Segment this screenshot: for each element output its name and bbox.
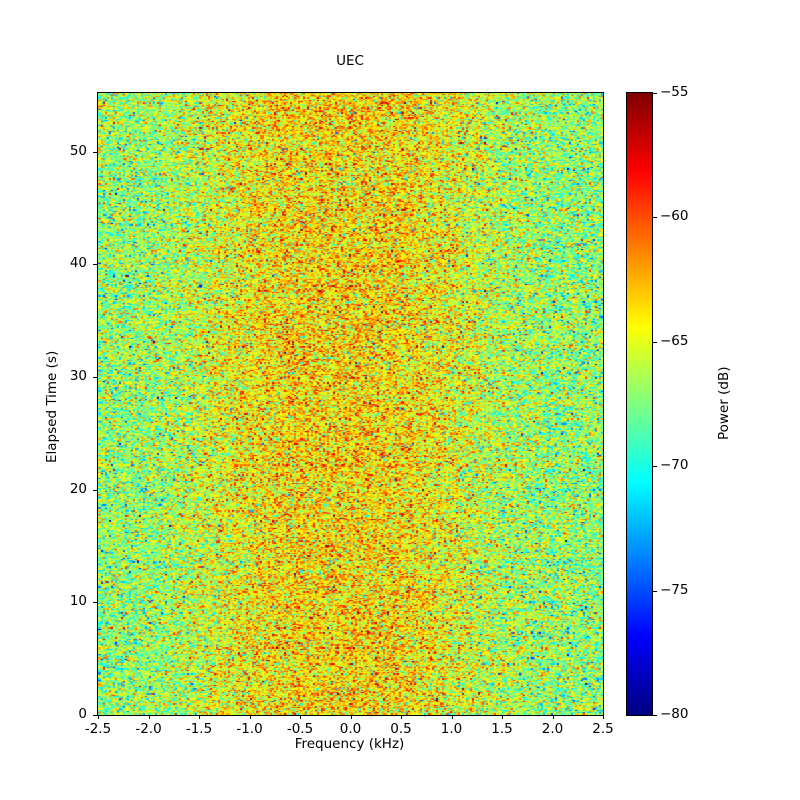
colorbar-tick-label: −70 — [660, 457, 689, 474]
colorbar-tick-mark — [653, 93, 657, 94]
y-tick-mark — [93, 602, 97, 604]
y-tick-mark — [93, 376, 97, 378]
colorbar-tick-label: −80 — [660, 706, 689, 722]
x-tick-label: -0.5 — [286, 721, 314, 737]
y-tick-mark — [93, 151, 97, 153]
x-tick-mark — [603, 715, 604, 719]
x-tick-mark — [451, 715, 453, 719]
x-tick-label: 0.5 — [390, 721, 412, 737]
spectrogram-image — [98, 93, 603, 715]
title-line-station: UEC — [336, 53, 364, 69]
colorbar-tick-label: −65 — [660, 332, 689, 349]
x-tick-mark — [502, 715, 503, 719]
x-tick-mark — [552, 715, 554, 719]
y-tick-label: 50 — [69, 142, 87, 159]
colorbar-tick-label: −60 — [660, 208, 689, 225]
x-axis-label: Frequency (kHz) — [294, 736, 405, 752]
y-tick-mark — [93, 715, 97, 716]
y-axis-label: Elapsed Time (s) — [44, 350, 60, 463]
x-tick-label: -2.5 — [84, 721, 112, 737]
x-tick-label: 1.5 — [491, 721, 513, 737]
x-tick-label: 2.5 — [592, 721, 614, 737]
x-tick-label: 1.0 — [440, 721, 463, 737]
colorbar-tick-mark — [653, 466, 657, 468]
x-tick-label: -1.0 — [236, 721, 263, 737]
x-tick-label: -1.5 — [185, 721, 213, 737]
x-tick-label: -2.0 — [135, 721, 162, 737]
y-tick-label: 30 — [69, 367, 87, 384]
colorbar-tick-mark — [653, 341, 657, 343]
spectrogram-plot-area — [97, 92, 604, 716]
colorbar-tick-label: −55 — [660, 84, 689, 100]
colorbar-tick-mark — [653, 217, 657, 219]
y-tick-label: 20 — [69, 480, 87, 497]
x-tick-mark — [300, 715, 301, 719]
y-tick-mark — [93, 489, 97, 491]
x-tick-mark — [401, 715, 402, 719]
y-tick-label: 40 — [69, 255, 87, 272]
colorbar-tick-label: −75 — [660, 581, 689, 598]
x-tick-mark — [98, 715, 99, 719]
x-tick-mark — [199, 715, 200, 719]
y-tick-label: 10 — [69, 593, 87, 610]
x-tick-mark — [350, 715, 352, 719]
x-tick-label: 0.0 — [339, 721, 362, 737]
colorbar-label: Power (dB) — [716, 366, 732, 440]
y-tick-label: 0 — [78, 706, 87, 722]
colorbar-tick-mark — [653, 590, 657, 592]
x-tick-label: 2.0 — [541, 721, 564, 737]
x-tick-mark — [249, 715, 251, 719]
colorbar-tick-mark — [653, 715, 657, 716]
colorbar — [626, 92, 653, 716]
x-tick-mark — [148, 715, 150, 719]
colorbar-gradient — [627, 93, 652, 715]
y-tick-mark — [93, 264, 97, 266]
